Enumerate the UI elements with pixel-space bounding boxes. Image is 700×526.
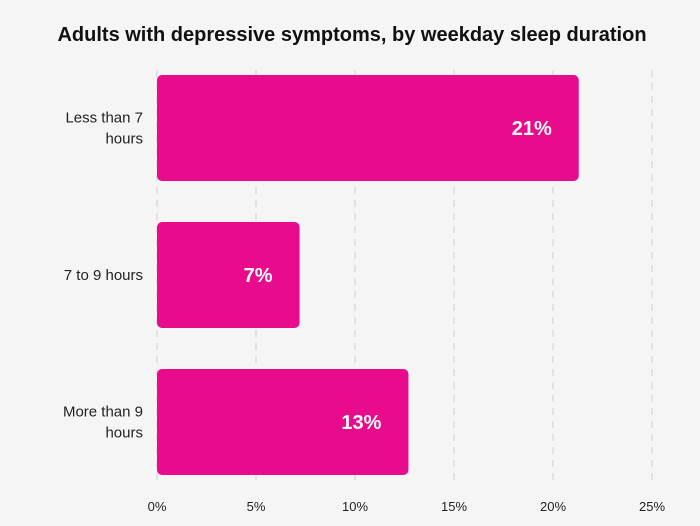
x-tick-label: 5% (247, 499, 266, 514)
bar (157, 222, 300, 328)
category-label: More than 9 (63, 404, 143, 421)
x-axis-ticks: 0% 5% 10% 15% 20% 25% (148, 499, 666, 514)
bars: 21% 7% 13% (157, 75, 579, 475)
category-label: hours (105, 425, 143, 442)
x-tick-label: 10% (342, 499, 368, 514)
bar-value-label: 13% (341, 412, 381, 434)
x-tick-label: 0% (148, 499, 167, 514)
bar-value-label: 7% (244, 265, 273, 287)
x-tick-label: 15% (441, 499, 467, 514)
category-label: 7 to 9 hours (64, 267, 143, 284)
x-tick-label: 25% (639, 499, 665, 514)
bar (157, 369, 409, 475)
category-label: Less than 7 (65, 110, 143, 127)
chart-title: Adults with depressive symptoms, by week… (57, 24, 646, 46)
bar-value-label: 21% (512, 118, 552, 140)
category-label: hours (105, 131, 143, 148)
x-tick-label: 20% (540, 499, 566, 514)
bar (157, 75, 579, 181)
category-labels: Less than 7 hours 7 to 9 hours More than 9 h… (63, 110, 143, 442)
